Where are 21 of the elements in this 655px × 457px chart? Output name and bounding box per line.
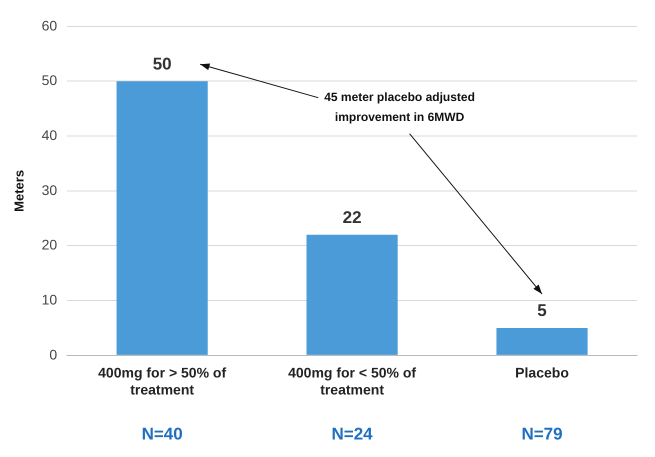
x-tick-label: 400mg for > 50% of treatment — [98, 364, 226, 398]
data-label: 22 — [342, 208, 362, 227]
y-tick-label: 0 — [49, 346, 58, 362]
y-tick-label: 40 — [42, 126, 58, 143]
text: N=24 — [332, 424, 374, 444]
x-tick-label: 400mg for < 50% of treatment — [288, 364, 416, 398]
y-tick-label: 50 — [42, 72, 58, 88]
bar — [496, 328, 588, 355]
data-label: 50 — [152, 54, 172, 74]
text: N=40 — [142, 424, 183, 444]
y-tick-label: 60 — [42, 17, 58, 34]
y-tick-label: 20 — [42, 236, 58, 253]
y-axis-title: Meters — [11, 170, 26, 212]
bar — [116, 81, 208, 355]
bar — [306, 234, 398, 355]
text: N=79 — [521, 424, 563, 444]
y-tick-label: 30 — [42, 182, 58, 198]
y-tick-label: 10 — [42, 291, 58, 308]
x-tick-label: Placebo — [515, 364, 569, 381]
annotation: 45 meter placebo adjusted improvement in 6MWD — [324, 90, 475, 124]
data-label: 5 — [537, 301, 547, 320]
